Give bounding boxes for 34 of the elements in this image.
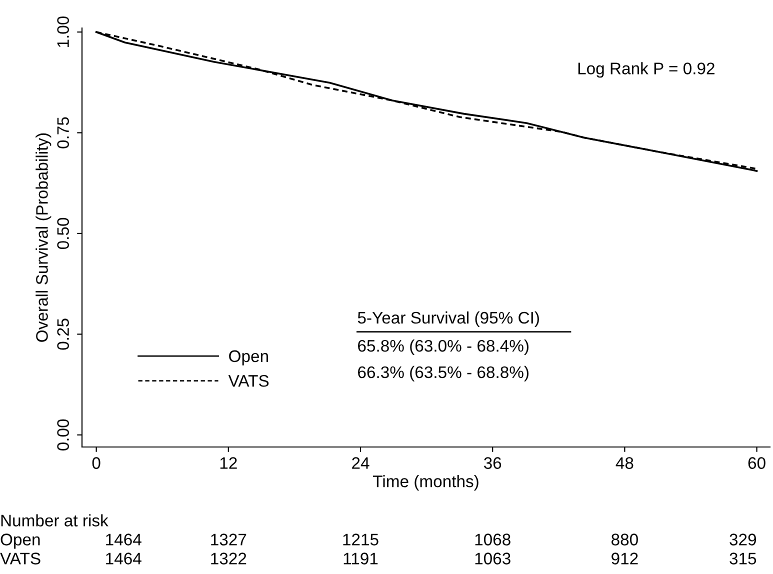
text: 1191 — [344, 552, 378, 564]
y-tick-label: 0.50 — [57, 218, 69, 250]
y-tick-label: 0.25 — [57, 318, 69, 350]
y-tick-label: 0.00 — [57, 419, 69, 450]
y-tick-label: 1.00 — [57, 16, 69, 47]
text: 1327 — [211, 534, 246, 546]
y-axis-title: Overall Survival (Probability) — [36, 133, 52, 342]
legend-label: VATS — [228, 375, 269, 387]
text: 315 — [730, 552, 756, 564]
text: 1322 — [211, 552, 246, 564]
text: VATS — [0, 552, 40, 564]
text: Open — [0, 534, 40, 549]
text: 1215 — [343, 534, 378, 546]
x-tick-label: 36 — [484, 457, 502, 469]
text: 1464 — [106, 552, 142, 564]
x-axis-title: Time (months) — [372, 475, 478, 491]
text: 1464 — [106, 534, 142, 546]
y-tick-label: 0.75 — [57, 117, 69, 148]
text: 329 — [730, 534, 756, 546]
x-tick-label: 48 — [616, 457, 634, 469]
annotation: 65.8% (63.0% - 68.4%) — [358, 340, 528, 356]
x-tick-label: 60 — [748, 457, 766, 469]
legend-label: Open — [229, 350, 268, 366]
text: 1068 — [475, 534, 510, 546]
x-tick-label: 12 — [220, 457, 237, 469]
x-tick-label: 24 — [352, 457, 370, 469]
x-tick-label: 0 — [92, 457, 100, 469]
legend-title: 5-Year Survival (95% CI) — [358, 311, 539, 327]
text: 1063 — [475, 552, 510, 564]
text: 912 — [612, 552, 638, 564]
annotation: 66.3% (63.5% - 68.8%) — [358, 366, 528, 382]
text: 880 — [612, 534, 638, 546]
annotation: Log Rank P = 0.92 — [578, 62, 714, 78]
text: Number at risk — [1, 514, 108, 526]
